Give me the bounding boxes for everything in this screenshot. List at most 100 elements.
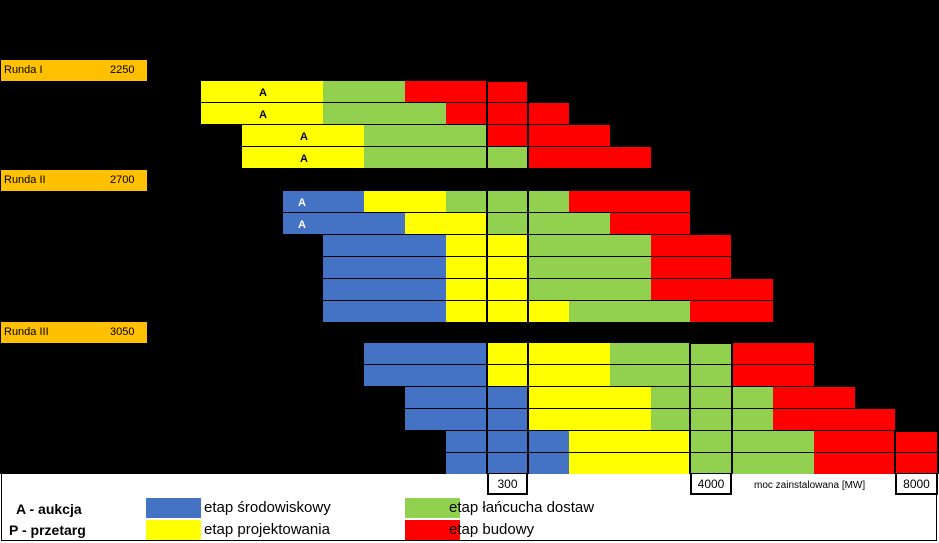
segment-build [651, 257, 731, 278]
segment-supply [527, 235, 651, 256]
segment-env [405, 387, 527, 408]
segment-design [201, 81, 323, 102]
segment-supply [527, 279, 651, 300]
gantt-row-6: A [283, 213, 690, 234]
round-name: Runda II [4, 174, 46, 186]
legend-swatch-design [146, 520, 201, 540]
row-mark: A [259, 87, 267, 99]
segment-build [527, 147, 651, 168]
round-label-2: Runda II 2700 [1, 170, 147, 191]
segment-supply [487, 213, 610, 234]
row-mark: A [300, 153, 308, 165]
gantt-row-1: A [201, 81, 527, 102]
segment-env [283, 191, 364, 212]
segment-design [242, 125, 364, 146]
gantt-row-11 [364, 343, 814, 364]
segment-build [773, 409, 895, 430]
segment-supply [690, 431, 814, 452]
segment-build [569, 191, 690, 212]
legend-label-env: etap środowiskowy [204, 499, 331, 516]
segment-supply [446, 191, 569, 212]
gantt-row-4: A [242, 147, 651, 168]
segment-design [569, 453, 690, 474]
milestone-8000: 8000 [895, 474, 938, 495]
segment-design [487, 343, 610, 364]
row-mark: A [300, 131, 308, 143]
round-label-3: Runda III 3050 [1, 322, 147, 343]
gantt-row-5: A [283, 191, 690, 212]
segment-supply [610, 343, 731, 364]
segment-design [242, 147, 364, 168]
segment-env [364, 343, 487, 364]
gantt-row-10 [323, 301, 773, 322]
row-mark: A [298, 197, 306, 209]
segment-supply [527, 257, 651, 278]
segment-supply [364, 147, 527, 168]
segment-build [446, 103, 569, 124]
legend-label-supply: etap łańcucha dostaw [449, 499, 595, 516]
legend-label-design: etap projektowania [204, 521, 330, 538]
gantt-row-3: A [242, 125, 610, 146]
segment-build [405, 81, 527, 102]
segment-env [405, 409, 527, 430]
segment-env [323, 301, 446, 322]
round-capacity: 3050 [110, 326, 135, 338]
segment-design [527, 409, 651, 430]
gantt-row-14 [405, 409, 895, 430]
legend-label-build: etap budowy [449, 521, 535, 538]
legend-swatch-build [405, 520, 460, 540]
row-mark: A [259, 109, 267, 121]
segment-build [814, 453, 937, 474]
segment-build [731, 343, 814, 364]
segment-env [323, 279, 446, 300]
legend-swatch-env [146, 498, 201, 518]
segment-build [610, 213, 690, 234]
segment-design [201, 103, 323, 124]
segment-design [405, 213, 487, 234]
segment-env [283, 213, 405, 234]
legend-border [1, 474, 937, 541]
legend-abbr-tender: P - przetarg [9, 522, 86, 538]
segment-design [446, 301, 569, 322]
segment-env [364, 365, 487, 386]
segment-build [487, 125, 610, 146]
x-axis-title: moc zainstalowana [MW] [754, 480, 866, 491]
gantt-row-8 [323, 257, 731, 278]
milestone-4000: 4000 [690, 474, 732, 495]
segment-build [731, 365, 814, 386]
segment-build [773, 387, 855, 408]
segment-build [814, 431, 937, 452]
segment-supply [323, 81, 405, 102]
gantt-row-15 [446, 431, 937, 452]
segment-supply [323, 103, 446, 124]
gantt-row-16 [446, 453, 937, 474]
gantt-row-12 [364, 365, 814, 386]
round-label-1: Runda I 2250 [1, 60, 147, 81]
segment-design [364, 191, 446, 212]
legend-abbr-auction: A - aukcja [16, 501, 82, 517]
round-capacity: 2250 [110, 64, 135, 76]
row-mark: A [298, 219, 306, 231]
gantt-row-2: A [201, 103, 569, 124]
segment-env [446, 453, 569, 474]
segment-build [690, 301, 773, 322]
milestone-300: 300 [487, 474, 528, 495]
segment-supply [690, 453, 814, 474]
segment-env [323, 235, 446, 256]
segment-supply [364, 125, 487, 146]
legend-swatch-supply [405, 498, 460, 518]
segment-supply [651, 387, 773, 408]
gantt-row-9 [323, 279, 773, 300]
segment-design [487, 365, 610, 386]
segment-design [527, 387, 651, 408]
legend: A - aukcja P - przetarg etap środowiskow… [0, 474, 939, 543]
gantt-row-7 [323, 235, 731, 256]
segment-design [569, 431, 690, 452]
gantt-row-13 [405, 387, 855, 408]
segment-env [323, 257, 446, 278]
segment-env [446, 431, 569, 452]
segment-build [651, 235, 731, 256]
segment-build [651, 279, 773, 300]
round-name: Runda I [4, 64, 43, 76]
